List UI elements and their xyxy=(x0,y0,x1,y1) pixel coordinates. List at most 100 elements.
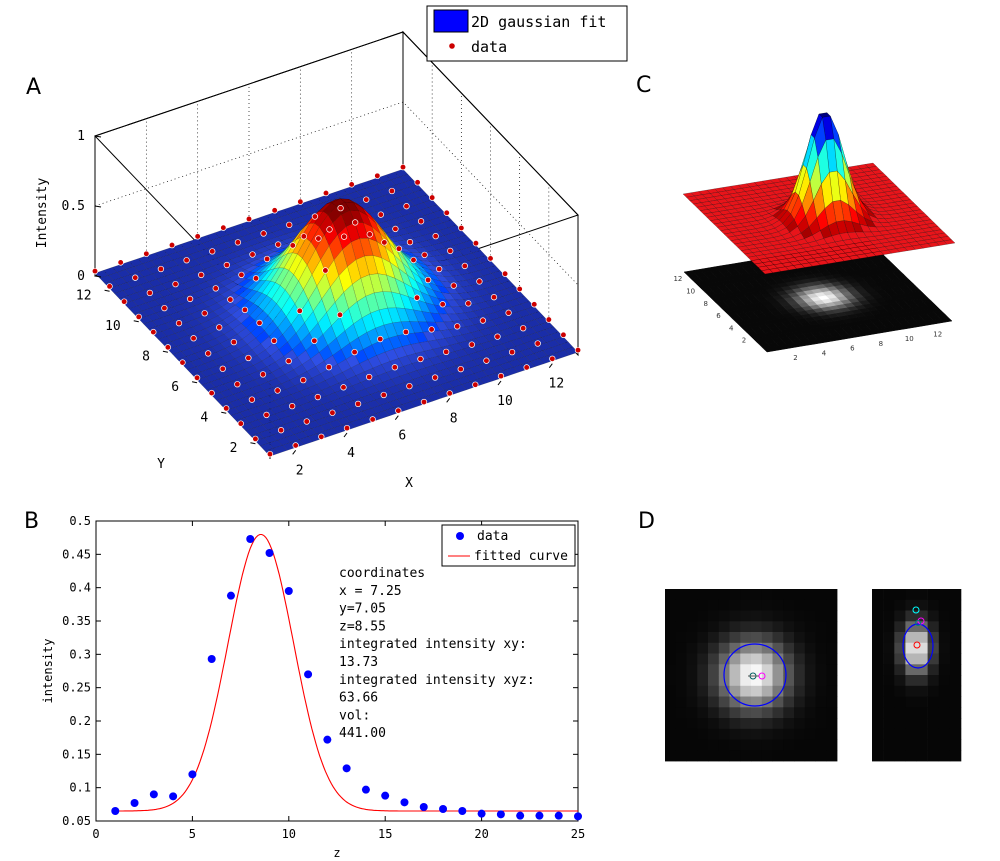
pixel xyxy=(872,707,884,719)
pixel xyxy=(872,589,884,601)
pixel xyxy=(916,685,928,697)
pixel xyxy=(697,632,709,644)
pixel xyxy=(794,696,806,708)
pixel xyxy=(761,685,773,697)
data-point xyxy=(431,374,439,381)
data-point xyxy=(531,301,538,308)
pixel xyxy=(708,589,720,601)
pixel xyxy=(938,642,951,654)
pixel xyxy=(794,610,806,622)
pixel xyxy=(751,739,763,751)
data-point xyxy=(285,357,292,365)
data-point xyxy=(205,350,212,357)
data-point xyxy=(391,364,398,371)
data-point xyxy=(289,402,296,410)
pixel xyxy=(729,675,741,687)
pixel xyxy=(751,653,763,665)
data-point xyxy=(388,187,396,195)
heatmap-plane xyxy=(683,240,953,353)
data-point xyxy=(400,798,409,807)
data-point xyxy=(406,238,414,246)
pixel xyxy=(772,653,784,665)
data-point xyxy=(439,805,448,813)
pixel xyxy=(794,589,806,601)
data-point xyxy=(535,811,544,820)
pixel xyxy=(916,653,928,665)
pixel xyxy=(761,589,773,601)
pixel xyxy=(665,621,677,633)
pixel xyxy=(740,664,752,676)
data-point xyxy=(164,344,172,351)
pixel xyxy=(708,739,720,751)
data-point xyxy=(420,398,428,406)
pixel xyxy=(894,728,906,740)
pixel xyxy=(665,632,677,644)
pixel xyxy=(665,728,677,740)
annotation-line: 13.73 xyxy=(339,655,378,670)
grid-line xyxy=(94,101,579,286)
pixel xyxy=(794,664,806,676)
y-tick-label: 4 xyxy=(729,324,734,332)
x-tick-label: 10 xyxy=(282,827,296,841)
data-points-a xyxy=(91,163,582,458)
pixel xyxy=(894,685,906,697)
data-point xyxy=(443,348,450,356)
xy-projection xyxy=(665,589,838,762)
data-point xyxy=(343,424,351,432)
pixel xyxy=(708,675,720,687)
pixel xyxy=(697,621,709,633)
pixel xyxy=(708,664,720,676)
data-point xyxy=(311,337,318,344)
pixel xyxy=(894,675,906,687)
pixel xyxy=(872,621,884,633)
z-tick xyxy=(94,205,102,208)
pixel xyxy=(718,653,730,665)
pixel xyxy=(665,750,677,762)
pixel xyxy=(905,750,917,762)
data-point xyxy=(193,374,201,381)
pixel xyxy=(927,632,939,644)
pixel xyxy=(804,599,816,611)
y-tick xyxy=(221,411,227,414)
pixel xyxy=(894,718,906,730)
pixel xyxy=(729,718,741,730)
data-point xyxy=(157,265,165,273)
pixel xyxy=(697,599,709,611)
pixel xyxy=(883,610,895,622)
data-point xyxy=(421,251,428,259)
pixel xyxy=(815,653,827,665)
legend-swatch-surface xyxy=(433,9,469,33)
pixel xyxy=(826,728,838,740)
y-tick-label: 4 xyxy=(200,410,208,425)
data-point xyxy=(516,811,525,820)
pixel xyxy=(794,718,806,730)
data-point xyxy=(314,393,321,401)
y-tick xyxy=(162,350,169,353)
pixel xyxy=(686,664,698,676)
pixel xyxy=(772,750,784,762)
pixel xyxy=(826,739,838,751)
pixel xyxy=(794,653,806,665)
pixel xyxy=(894,739,906,751)
marker-cyan-xz xyxy=(912,606,920,614)
xz-projection xyxy=(872,589,962,762)
pixel xyxy=(783,621,795,633)
pixel xyxy=(883,739,895,751)
pixel xyxy=(708,685,720,697)
pixel xyxy=(729,696,741,708)
pixel xyxy=(740,739,752,751)
pixel xyxy=(665,685,677,697)
pixel xyxy=(815,675,827,687)
marker-red-xz xyxy=(913,641,921,649)
data-point xyxy=(292,442,299,449)
pixel xyxy=(740,718,752,730)
pixel xyxy=(916,610,928,622)
pixel xyxy=(708,653,720,665)
data-point xyxy=(560,331,567,338)
annotation-line: vol: xyxy=(339,708,370,723)
pixel xyxy=(927,664,939,676)
pixel xyxy=(708,621,720,633)
z-tick xyxy=(94,275,102,278)
data-point xyxy=(450,282,457,289)
